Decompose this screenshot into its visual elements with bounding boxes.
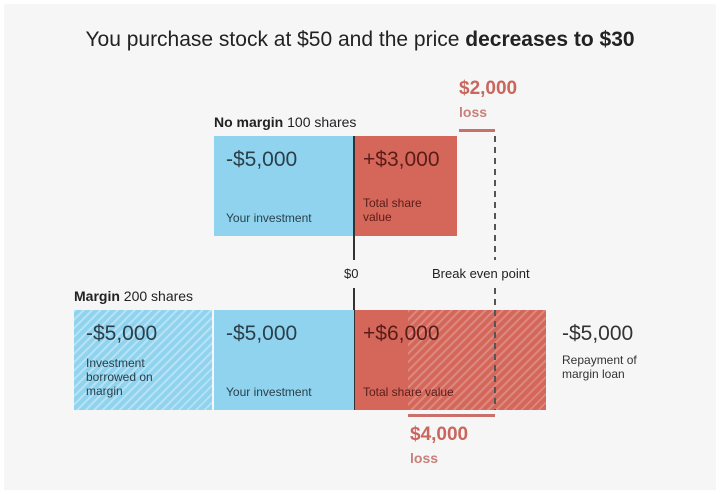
margin-borrowed-desc: Investment borrowed on margin	[86, 356, 153, 398]
margin-label: Margin 200 shares	[74, 288, 193, 304]
repayment-amount: -$5,000	[562, 322, 634, 345]
title-prefix: You purchase stock at $50 and the price	[85, 28, 466, 51]
no-margin-label-rest: 100 shares	[283, 114, 357, 130]
no-margin-share-value-amount: +$3,000	[363, 148, 440, 171]
diagram-title: You purchase stock at $50 and the price …	[0, 28, 720, 52]
margin-borrowed-box: -$5,000 Investment borrowed on margin	[74, 310, 212, 410]
margin-share-value-text: +$6,000 Total share value	[355, 310, 546, 410]
no-margin-investment-desc: Your investment	[226, 211, 312, 225]
margin-share-value-hatched-box	[408, 310, 546, 410]
no-margin-label-bold: No margin	[214, 114, 284, 130]
zero-label: $0	[344, 266, 359, 281]
no-margin-loss-bracket	[459, 129, 495, 132]
margin-loss-bracket	[408, 414, 495, 417]
margin-label-bold: Margin	[74, 288, 120, 304]
no-margin-share-value-desc: Total share value	[363, 196, 422, 224]
zero-axis-line-top	[353, 136, 355, 260]
break-even-line-top	[494, 136, 496, 260]
margin-borrowed-amount: -$5,000	[86, 322, 158, 345]
no-margin-loss-amount: $2,000	[459, 78, 518, 99]
margin-share-value-box	[355, 310, 408, 410]
repayment-desc: Repayment of margin loan	[562, 353, 637, 381]
zero-axis-line-bottom	[353, 288, 355, 410]
no-margin-label: No margin 100 shares	[214, 114, 356, 130]
margin-investment-box: -$5,000 Your investment	[214, 310, 354, 410]
no-margin-investment-box: -$5,000 Your investment	[214, 136, 354, 236]
title-emphasis: decreases to $30	[465, 28, 635, 51]
margin-loss-word: loss	[410, 450, 439, 466]
no-margin-loss-word: loss	[459, 104, 488, 120]
margin-share-value-desc: Total share value	[363, 385, 454, 399]
diagram-card	[4, 4, 716, 490]
margin-loss-amount: $4,000	[410, 424, 469, 445]
margin-label-rest: 200 shares	[119, 288, 194, 304]
no-margin-share-value-box: +$3,000 Total share value	[355, 136, 457, 236]
break-even-line-bottom	[494, 288, 496, 410]
margin-investment-desc: Your investment	[226, 385, 312, 399]
margin-share-value-amount: +$6,000	[363, 322, 440, 345]
break-even-label: Break even point	[432, 266, 530, 281]
no-margin-investment-amount: -$5,000	[226, 148, 298, 171]
margin-investment-amount: -$5,000	[226, 322, 298, 345]
